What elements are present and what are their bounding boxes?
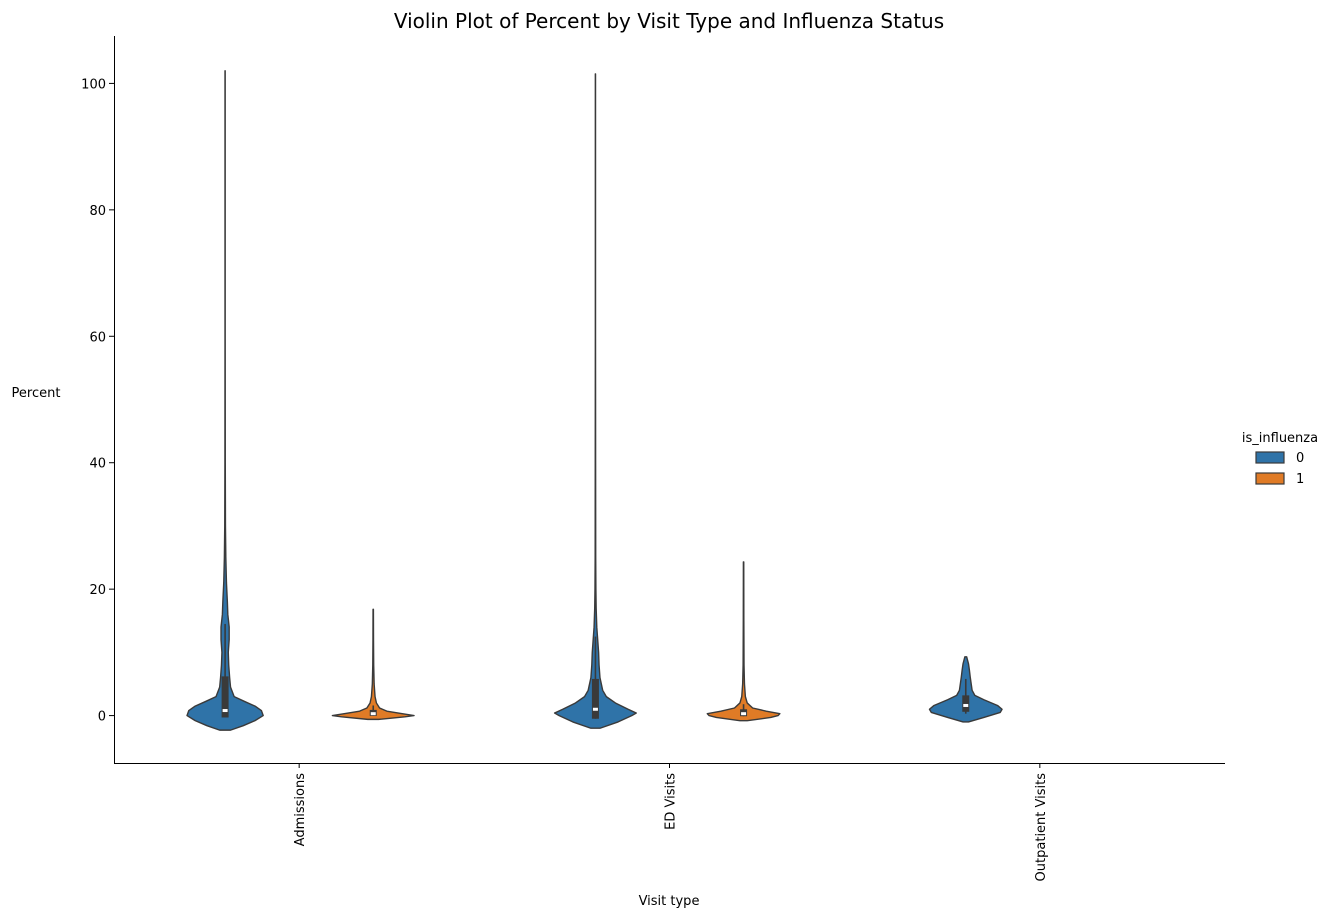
y-tick-label: 20 bbox=[89, 583, 106, 598]
y-axis-label: Percent bbox=[12, 386, 61, 401]
x-axis-label: Visit type bbox=[639, 894, 700, 909]
violin-iqr-box bbox=[591, 678, 599, 719]
violin-1-admissions bbox=[331, 608, 415, 721]
chart-title: Violin Plot of Percent by Visit Type and… bbox=[394, 9, 944, 33]
violin-median bbox=[370, 712, 376, 716]
violin-median bbox=[222, 709, 228, 713]
axes bbox=[109, 36, 1225, 768]
violin-median bbox=[741, 712, 747, 716]
legend-swatch-0 bbox=[1255, 451, 1285, 464]
legend-swatch-1 bbox=[1255, 472, 1285, 485]
violin-iqr-box bbox=[962, 695, 970, 712]
legend-label-0: 0 bbox=[1296, 451, 1304, 466]
x-tick-label: Admissions bbox=[293, 773, 308, 847]
legend: is_influenza 0 1 bbox=[1242, 431, 1318, 487]
legend-label-1: 1 bbox=[1296, 472, 1304, 487]
y-tick-label: 0 bbox=[98, 710, 106, 725]
legend-title: is_influenza bbox=[1242, 431, 1318, 446]
x-tick-label: Outpatient Visits bbox=[1034, 773, 1049, 882]
violin-iqr-box bbox=[221, 676, 229, 718]
y-tick-label: 80 bbox=[89, 204, 106, 219]
x-tick-label: ED Visits bbox=[664, 773, 679, 830]
violin-median bbox=[963, 703, 969, 707]
violin-median bbox=[592, 707, 598, 711]
y-tick-label: 100 bbox=[81, 77, 106, 92]
y-tick-label: 40 bbox=[89, 457, 106, 472]
y-tick-label: 60 bbox=[89, 330, 106, 345]
plot-area bbox=[186, 70, 1003, 731]
violin-1-ed-visits bbox=[706, 561, 781, 722]
violin-0-ed-visits bbox=[553, 73, 637, 729]
violin-0-admissions bbox=[186, 70, 264, 731]
